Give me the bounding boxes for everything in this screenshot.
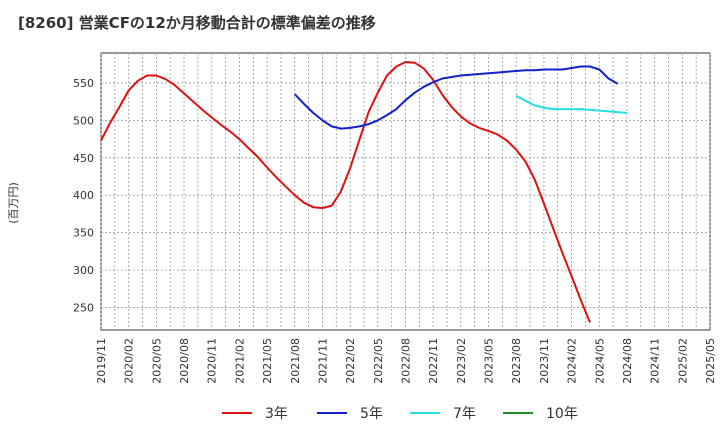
legend-label: 3年 [265, 406, 288, 422]
chart-title: [8260] 営業CFの12か月移動合計の標準偏差の推移 [18, 14, 376, 32]
y-tick-label: 450 [73, 152, 94, 165]
grid-lines [100, 53, 711, 330]
x-tick-label: 2023/05 [483, 338, 496, 384]
x-tick-label: 2021/08 [289, 338, 302, 384]
y-tick-label: 550 [73, 77, 94, 90]
x-tick-label: 2024/08 [621, 338, 634, 384]
x-tick-label: 2021/02 [233, 338, 246, 384]
x-tick-label: 2021/05 [261, 338, 274, 384]
x-tick-label: 2024/05 [593, 338, 606, 384]
x-tick-label: 2022/05 [372, 338, 385, 384]
x-tick-label: 2021/11 [316, 338, 329, 384]
x-tick-label: 2023/08 [510, 338, 523, 384]
y-axis-label: (百万円) [7, 182, 20, 224]
x-tick-label: 2019/11 [95, 338, 108, 384]
legend-label: 7年 [453, 406, 476, 422]
series-line-7年 [515, 94, 628, 114]
y-axis-ticks: 250 300 350 400 450 500 550 [73, 77, 94, 315]
y-tick-label: 500 [73, 114, 94, 127]
x-tick-label: 2023/11 [538, 338, 551, 384]
y-tick-label: 300 [73, 264, 94, 277]
series-line-3年 [100, 61, 591, 323]
x-axis-ticks: 2019/11 2020/02 2020/05 2020/08 2020/11 2021/… [95, 338, 717, 384]
x-tick-label: 2020/05 [150, 338, 163, 384]
x-tick-label: 2025/02 [676, 338, 689, 384]
x-tick-label: 2020/02 [123, 338, 136, 384]
x-tick-label: 2022/02 [344, 338, 357, 384]
x-tick-label: 2025/05 [704, 338, 717, 384]
legend-label: 5年 [360, 406, 383, 422]
y-tick-label: 350 [73, 227, 94, 240]
legend: 3年 5年 7年 10年 [222, 406, 578, 422]
y-tick-label: 250 [73, 302, 94, 315]
legend-label: 10年 [546, 406, 578, 422]
series-line-5年 [294, 65, 619, 130]
x-tick-label: 2024/02 [566, 338, 579, 384]
plot-area [100, 52, 711, 331]
x-tick-label: 2023/02 [455, 338, 468, 384]
x-tick-label: 2022/08 [400, 338, 413, 384]
x-tick-label: 2022/11 [427, 338, 440, 384]
series-lines [100, 61, 628, 323]
y-tick-label: 400 [73, 189, 94, 202]
x-tick-label: 2024/11 [649, 338, 662, 384]
x-tick-label: 2020/11 [206, 338, 219, 384]
x-tick-label: 2020/08 [178, 338, 191, 384]
